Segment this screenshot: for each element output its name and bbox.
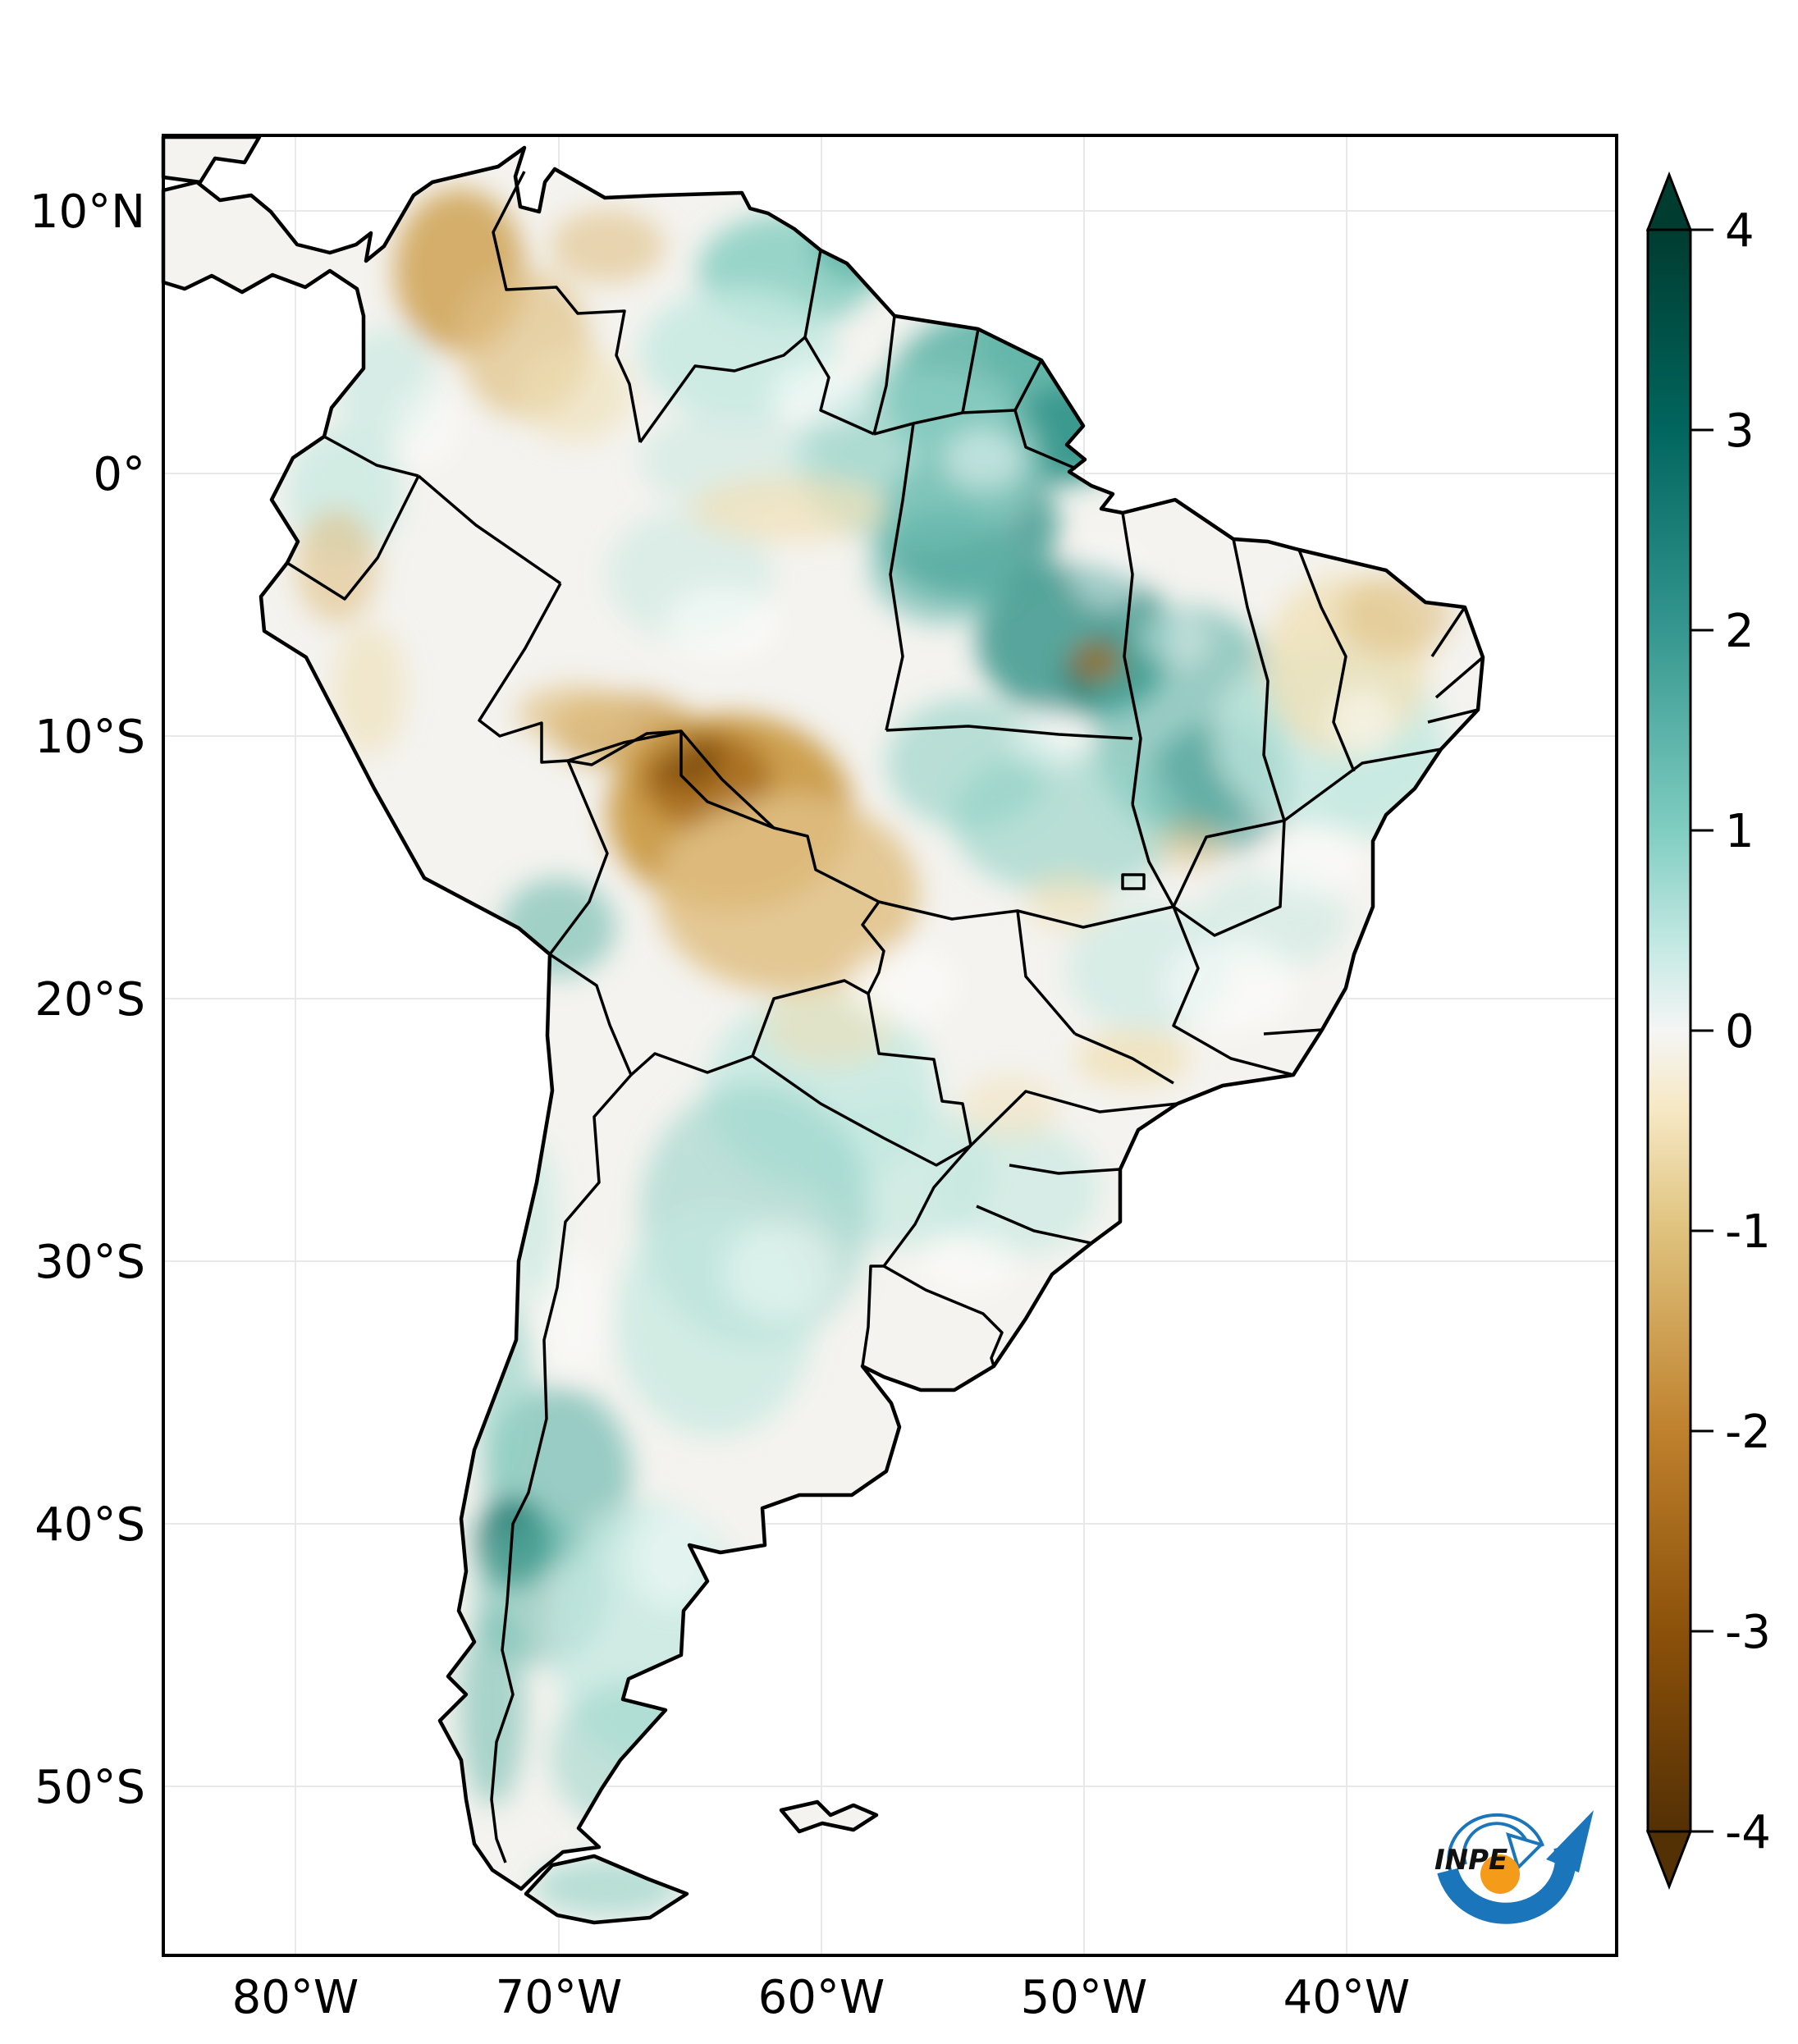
colorbar-tick-label: -2 xyxy=(1725,1406,1771,1459)
lon-tick-label: 70°W xyxy=(496,1971,623,2024)
lon-tick-label: 50°W xyxy=(1021,1971,1148,2024)
colorbar-tick-labels: 4 3 2 1 0 -1 -2 -3 -4 xyxy=(1725,204,1771,1859)
lat-tick-label: 50°S xyxy=(34,1761,145,1814)
colorbar-extend-min xyxy=(1645,1830,1693,1891)
colorbar: 4 3 2 1 0 -1 -2 -3 -4 xyxy=(1645,171,1771,1891)
lon-axis: 80°W 70°W 60°W 50°W 40°W xyxy=(232,1971,1411,2024)
colorbar-tick-label: 2 xyxy=(1725,605,1755,658)
lat-tick-label: 20°S xyxy=(34,973,145,1027)
colorbar-ticks xyxy=(1690,228,1713,1833)
lat-tick-label: 40°S xyxy=(34,1498,145,1552)
lon-tick-label: 80°W xyxy=(232,1971,359,2024)
colorbar-tick-label: -3 xyxy=(1725,1606,1771,1659)
inpe-logo-down-arrow-icon xyxy=(1506,1832,1544,1871)
colorbar-tick-label: 4 xyxy=(1725,204,1755,258)
inpe-logo: INPE xyxy=(1434,1810,1594,1924)
lat-axis: 10°N 0° 10°S 20°S 30°S 40°S 50°S xyxy=(30,185,145,1814)
colorbar-tick-label: 1 xyxy=(1725,805,1755,858)
lat-tick-label: 10°S xyxy=(34,711,145,764)
inpe-logo-orange-ball xyxy=(1480,1854,1520,1894)
inpe-logo-arrowhead-icon xyxy=(1546,1810,1594,1873)
inpe-logo-swoosh xyxy=(1437,1843,1576,1924)
plot-frame xyxy=(162,134,1618,1957)
inpe-logo-outer-swirl xyxy=(1447,1813,1544,1873)
country-state-borders xyxy=(286,171,1485,1863)
inpe-logo-inner-swirl xyxy=(1462,1822,1530,1865)
colorbar-gradient xyxy=(1646,228,1692,1833)
colorbar-tick-label: 3 xyxy=(1725,405,1755,458)
lat-tick-label: 10°N xyxy=(30,185,145,239)
colorbar-tick-label: -4 xyxy=(1725,1806,1771,1859)
lat-tick-label: 30°S xyxy=(34,1236,145,1289)
colorbar-extend-max xyxy=(1645,171,1693,231)
colorbar-tick-label: 0 xyxy=(1725,1005,1755,1059)
lat-tick-label: 0° xyxy=(93,448,145,501)
lon-tick-label: 60°W xyxy=(758,1971,885,2024)
colorbar-tick-label: -1 xyxy=(1725,1205,1771,1259)
inpe-logo-text: INPE xyxy=(1434,1844,1507,1877)
lon-tick-label: 40°W xyxy=(1283,1971,1411,2024)
